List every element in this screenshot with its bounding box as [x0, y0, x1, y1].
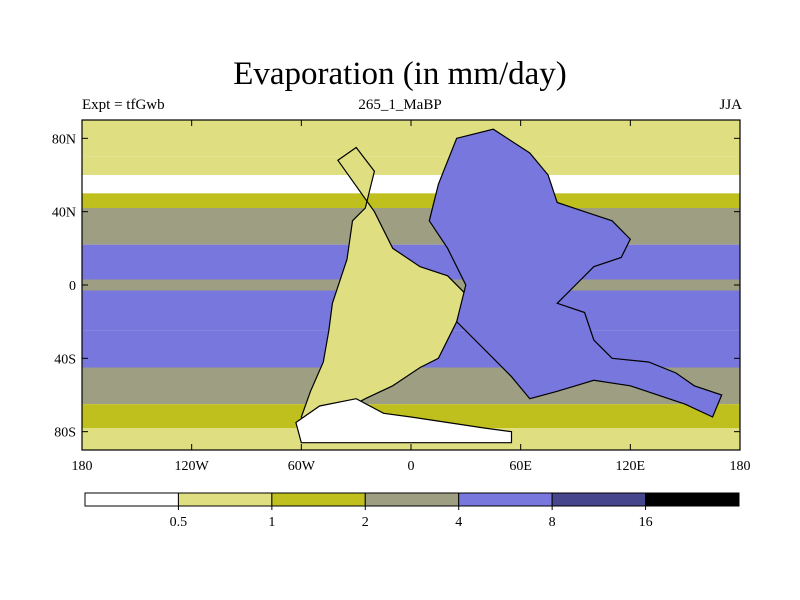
y-tick-label: 80S	[54, 426, 76, 441]
x-tick-label: 60W	[288, 459, 316, 474]
field-zone-9	[82, 404, 740, 428]
season-label: JJA	[719, 97, 742, 113]
colorbar: 0.5 1 2 4 8 16	[84, 492, 740, 530]
colorbar-box-0	[84, 492, 179, 507]
colorbar-box-2	[271, 492, 366, 507]
colorbar-box-4	[458, 492, 553, 507]
field-zone-3	[82, 208, 740, 245]
colorbar-label: 16	[639, 515, 653, 530]
run-label: 265_1_MaBP	[358, 97, 442, 113]
colorbar-box-1	[177, 492, 273, 507]
colorbar-box-6	[645, 492, 740, 507]
y-tick-label: 40N	[52, 206, 76, 221]
x-tick-label: 60E	[509, 459, 532, 474]
colorbar-label: 1	[268, 515, 275, 530]
y-tick-label: 80N	[52, 132, 76, 147]
chart-title: Evaporation (in mm/day)	[233, 56, 567, 92]
antarctic	[295, 398, 513, 444]
colorbar-label: 8	[549, 515, 556, 530]
colorbar-label: 0.5	[170, 515, 188, 530]
y-tick-label: 40S	[54, 352, 76, 367]
colorbar-label: 4	[455, 515, 462, 530]
x-tick-label: 0	[408, 459, 415, 474]
field-zone-2	[82, 193, 740, 208]
x-axis: 180 120W 60W 0 60E 120E 180	[72, 120, 751, 474]
colorbar-box-3	[364, 492, 460, 507]
east-continent	[428, 128, 723, 418]
y-axis: 80N 40N 0 40S 80S	[52, 132, 740, 441]
field-zone-0	[82, 120, 740, 157]
colorbar-label: 2	[362, 515, 369, 530]
x-tick-label: 180	[730, 459, 751, 474]
x-tick-label: 120E	[616, 459, 646, 474]
land-layer	[295, 128, 723, 444]
x-tick-label: 180	[72, 459, 93, 474]
x-tick-label: 120W	[175, 459, 210, 474]
colorbar-box-5	[551, 492, 647, 507]
y-tick-label: 0	[69, 279, 76, 294]
field-zone-1	[82, 156, 740, 175]
experiment-label: Expt = tfGwb	[82, 97, 165, 113]
